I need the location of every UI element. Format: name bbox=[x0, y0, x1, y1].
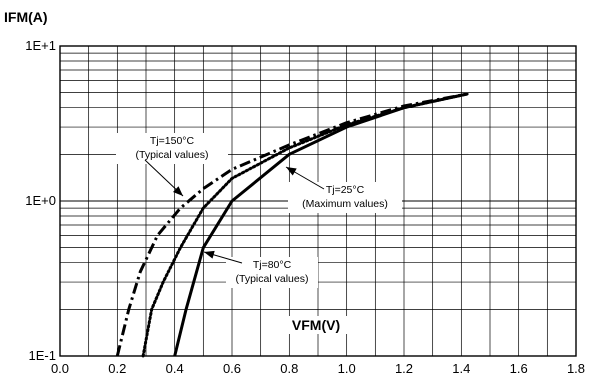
annotation-arrowhead bbox=[204, 250, 215, 259]
y-axis-title: IFM(A) bbox=[4, 9, 48, 25]
annotations: Tj=150°C (Typical values) Tj=25°C (Maximum … bbox=[116, 133, 402, 288]
x-tick-label: 1.6 bbox=[510, 361, 528, 376]
annotation-arrowhead bbox=[286, 167, 297, 176]
annotation-label: Tj=150°C bbox=[150, 135, 195, 147]
annotation-background bbox=[288, 182, 402, 213]
tick-labels: 0.0 0.2 0.4 0.6 0.8 1.0 1.2 1.4 1.6 1.8 1E+1 1E+0 1E… bbox=[25, 38, 585, 376]
annotation-label: (Typical values) bbox=[136, 149, 209, 161]
x-tick-label: 1.4 bbox=[452, 361, 470, 376]
annotation-label: (Maximum values) bbox=[302, 198, 388, 210]
annotation-label: (Typical values) bbox=[236, 273, 309, 285]
x-axis-title-group: VFM(V) bbox=[284, 316, 348, 334]
series-line-3 bbox=[115, 92, 468, 357]
annotation-background bbox=[226, 257, 318, 288]
x-axis-title-background bbox=[284, 316, 348, 334]
x-tick-label: 0.4 bbox=[166, 361, 184, 376]
x-tick-label: 0.6 bbox=[223, 361, 241, 376]
annotation-label: Tj=80°C bbox=[253, 259, 292, 271]
x-tick-label: 1.0 bbox=[338, 361, 356, 376]
x-tick-label: 1.2 bbox=[395, 361, 413, 376]
plot-frame bbox=[59, 45, 577, 357]
x-tick-label: 0.2 bbox=[108, 361, 126, 376]
x-tick-label: 1.8 bbox=[567, 361, 585, 376]
annotation-label: Tj=25°C bbox=[326, 184, 365, 196]
annotation-arrowhead bbox=[173, 186, 183, 196]
series-group bbox=[115, 92, 469, 358]
annotation-background bbox=[116, 133, 228, 164]
x-axis-title: VFM(V) bbox=[292, 317, 340, 333]
y-tick-label: 1E+0 bbox=[25, 193, 56, 208]
y-tick-label: 1E+1 bbox=[25, 38, 56, 53]
series-line-2 bbox=[141, 92, 469, 358]
x-tick-label: 0.0 bbox=[51, 361, 69, 376]
y-tick-label: 1E-1 bbox=[29, 348, 56, 363]
x-tick-label: 0.8 bbox=[280, 361, 298, 376]
